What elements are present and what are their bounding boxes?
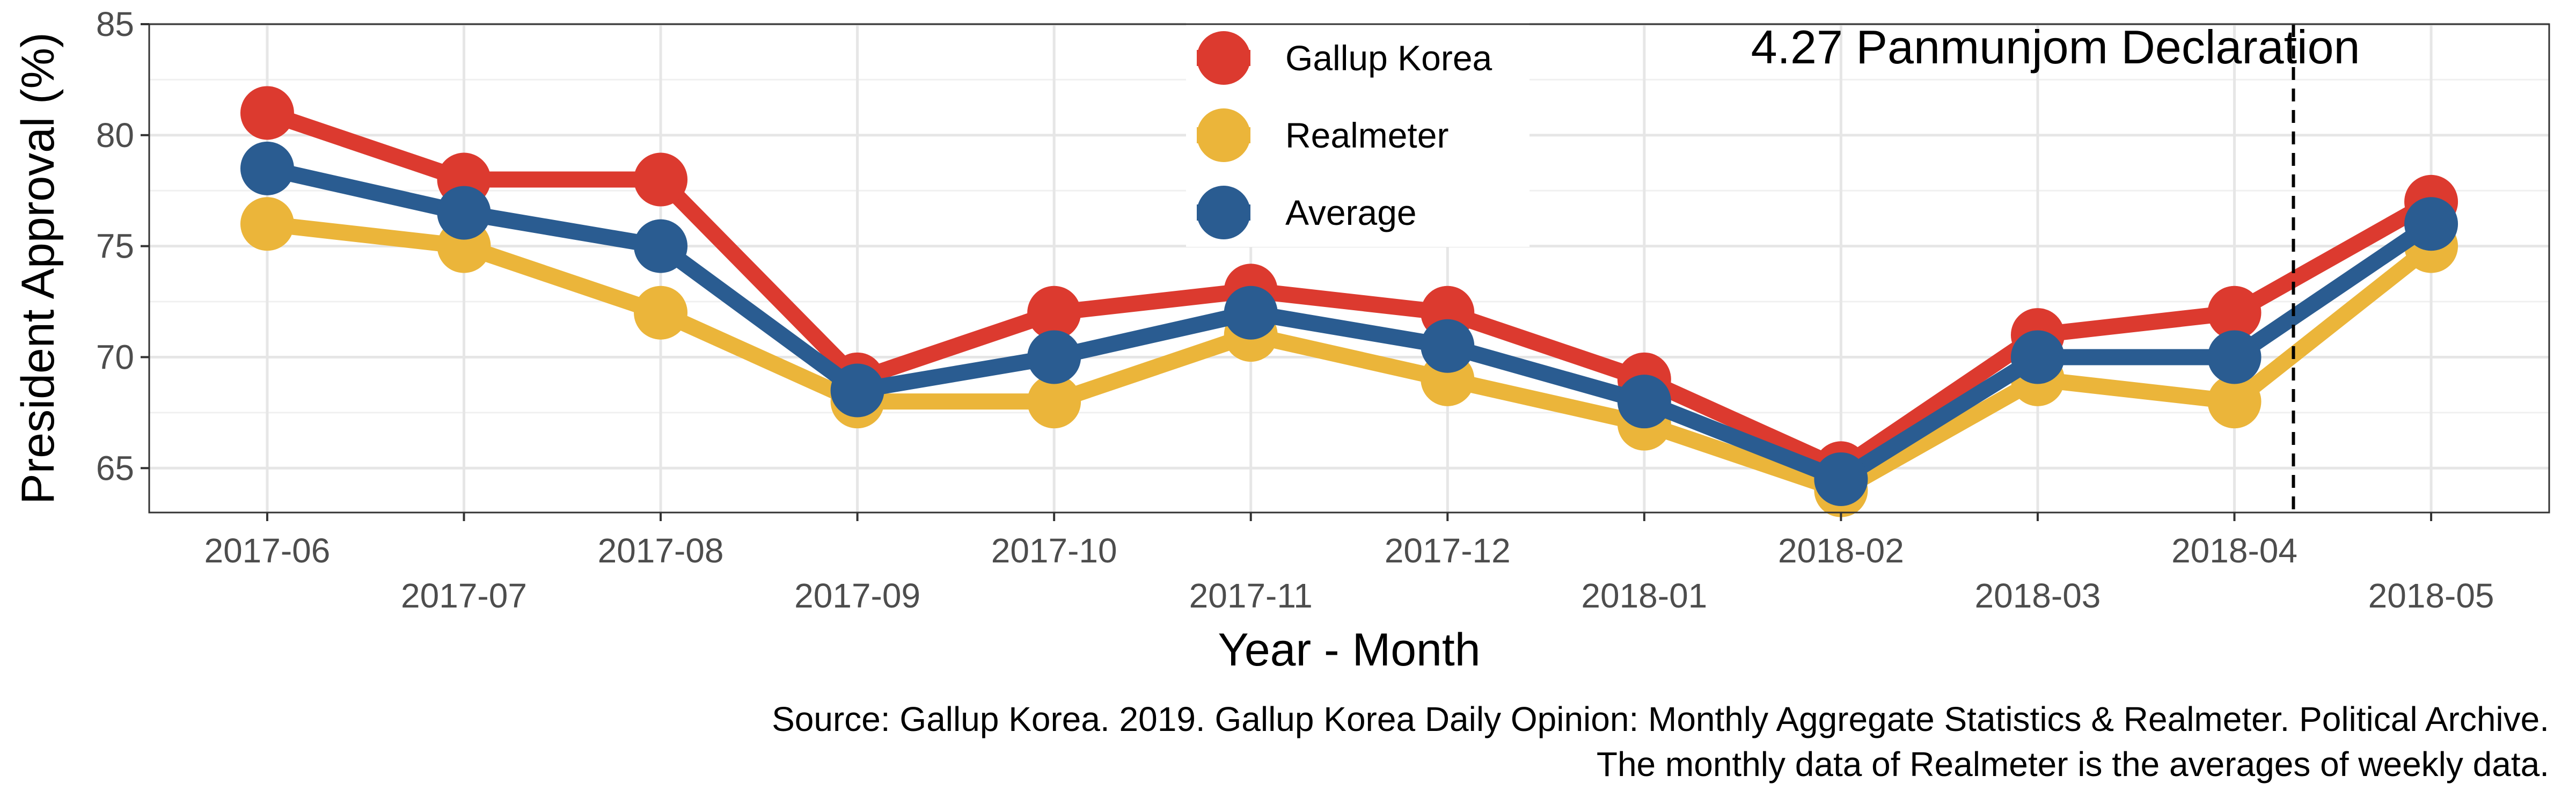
data-point bbox=[831, 364, 884, 418]
data-point bbox=[240, 142, 294, 195]
data-point bbox=[1421, 319, 1474, 373]
legend-label: Average bbox=[1285, 193, 1417, 232]
data-point bbox=[634, 219, 687, 273]
x-tick-label: 2017-12 bbox=[1385, 531, 1511, 570]
data-point bbox=[634, 153, 687, 207]
data-point bbox=[1814, 452, 1868, 506]
y-tick-label: 75 bbox=[96, 227, 134, 266]
x-tick-label: 2018-02 bbox=[1778, 531, 1904, 570]
x-tick-label: 2017-11 bbox=[1189, 576, 1313, 615]
x-tick-label: 2017-07 bbox=[401, 576, 527, 615]
y-axis-title: President Approval (%) bbox=[12, 32, 64, 504]
legend-key-marker bbox=[1197, 108, 1250, 162]
x-axis-title: Year - Month bbox=[1218, 624, 1480, 676]
y-tick-label: 65 bbox=[96, 449, 134, 487]
data-point bbox=[1618, 375, 1671, 428]
x-tick-label: 2017-10 bbox=[991, 531, 1117, 570]
x-tick-label: 2017-06 bbox=[204, 531, 330, 570]
x-tick-label: 2018-01 bbox=[1581, 576, 1707, 615]
annotation-label: 4.27 Panmunjom Declaration bbox=[1751, 20, 2360, 74]
data-point bbox=[1027, 330, 1081, 384]
data-point bbox=[240, 86, 294, 140]
legend-label: Gallup Korea bbox=[1285, 38, 1492, 78]
legend-key-marker bbox=[1197, 31, 1250, 85]
x-tick-label: 2018-03 bbox=[1975, 576, 2101, 615]
y-tick-label: 80 bbox=[96, 116, 134, 155]
data-point bbox=[1224, 286, 1278, 340]
legend-key-marker bbox=[1197, 186, 1250, 239]
caption-source: Source: Gallup Korea. 2019. Gallup Korea… bbox=[772, 700, 2549, 738]
x-tick-label: 2018-05 bbox=[2368, 576, 2494, 615]
data-point bbox=[437, 186, 491, 240]
legend-label: Realmeter bbox=[1285, 115, 1448, 155]
data-point bbox=[634, 286, 687, 340]
y-axis: 65 70 75 80 85 bbox=[96, 5, 149, 487]
x-tick-label: 2018-04 bbox=[2171, 531, 2297, 570]
x-axis: 2017-06 2017-07 2017-08 2017-09 2017-10 2017-… bbox=[204, 513, 2494, 615]
data-point bbox=[240, 197, 294, 251]
legend-item: Gallup Korea bbox=[1197, 31, 1492, 85]
y-tick-label: 70 bbox=[96, 338, 134, 376]
legend-item: Average bbox=[1197, 186, 1417, 239]
caption-note: The monthly data of Realmeter is the ave… bbox=[1597, 745, 2549, 784]
data-point bbox=[2208, 330, 2262, 384]
data-point bbox=[2404, 197, 2458, 251]
y-tick-label: 85 bbox=[96, 5, 134, 43]
legend-item: Realmeter bbox=[1197, 108, 1448, 162]
x-tick-label: 2017-09 bbox=[794, 576, 920, 615]
data-point bbox=[2011, 330, 2065, 384]
x-tick-label: 2017-08 bbox=[598, 531, 724, 570]
